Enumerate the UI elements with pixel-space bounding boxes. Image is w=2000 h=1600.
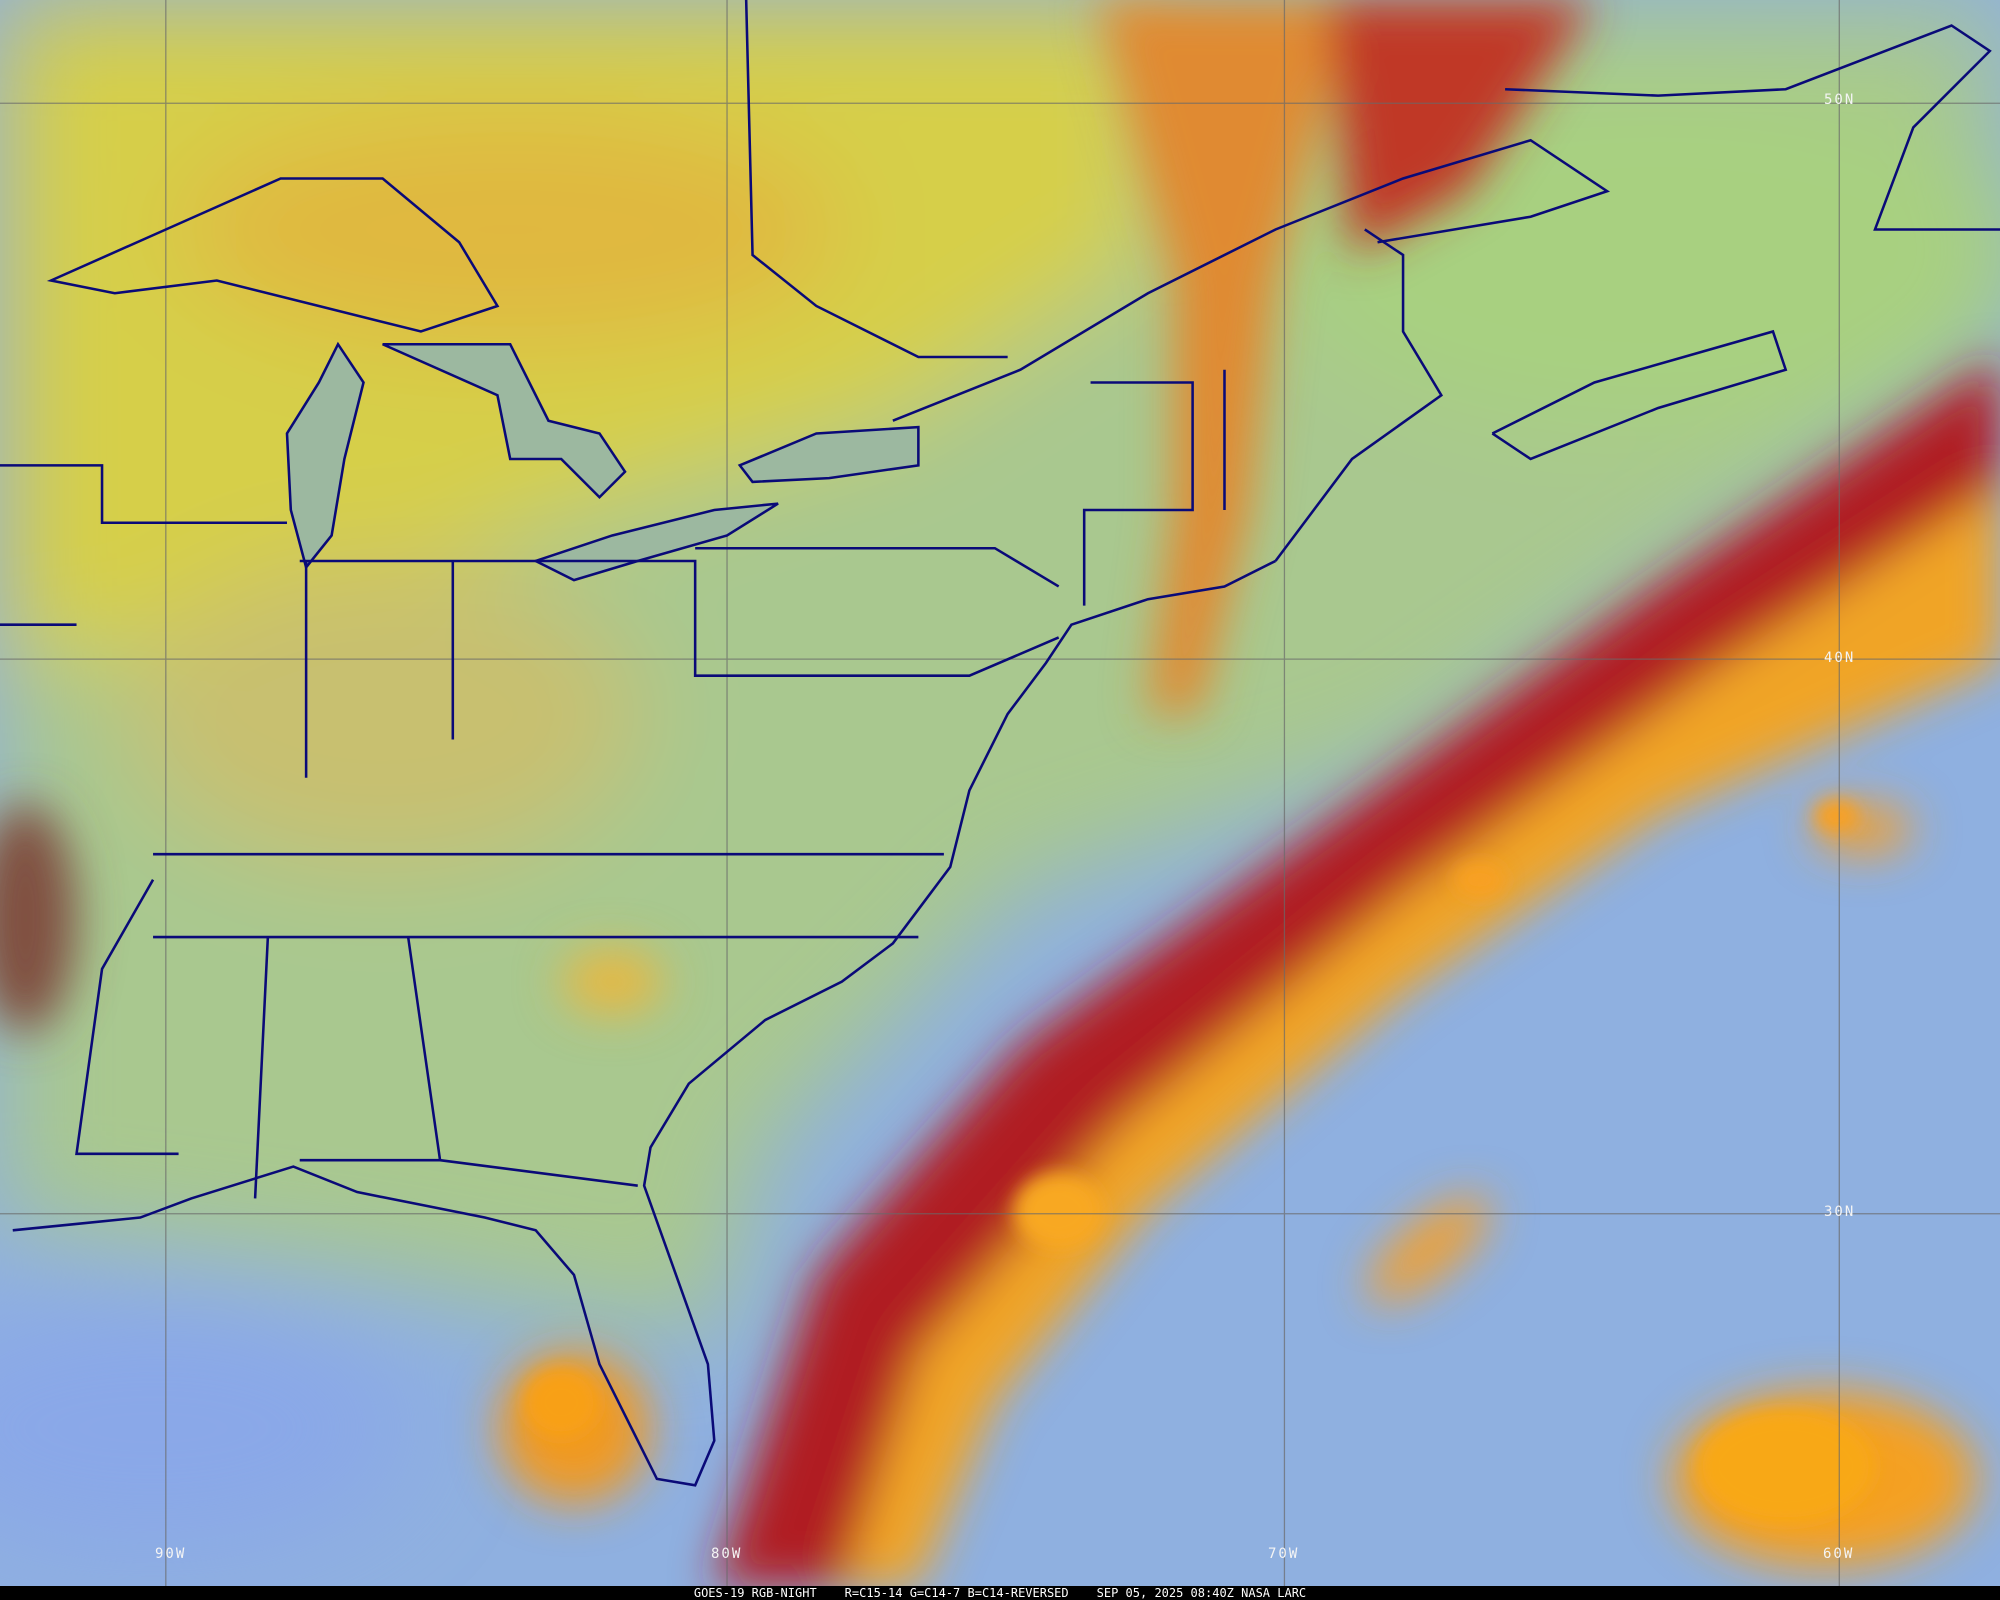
lat-label-30n: 30N [1824, 1204, 1856, 1220]
cloud-field [0, 0, 2000, 1556]
caption-bar: GOES-19 RGB-NIGHT R=C15-14 G=C14-7 B=C14-… [0, 1586, 2000, 1600]
caption-datetime: SEP 05, 2025 08:40Z NASA LARC [1096, 1586, 1307, 1600]
lon-label-60w: 60W [1823, 1546, 1855, 1562]
lon-label-80w: 80W [711, 1546, 743, 1562]
caption-satellite: GOES-19 RGB-NIGHT [693, 1586, 817, 1600]
caption-channels: R=C15-14 G=C14-7 B=C14-REVERSED [844, 1586, 1069, 1600]
lat-label-50n: 50N [1824, 92, 1856, 108]
lon-label-90w: 90W [155, 1546, 187, 1562]
coastline-and-borders [0, 0, 2000, 1487]
lon-label-70w: 70W [1268, 1546, 1300, 1562]
convective-cores [522, 798, 1875, 1524]
lat-label-40n: 40N [1824, 650, 1856, 666]
